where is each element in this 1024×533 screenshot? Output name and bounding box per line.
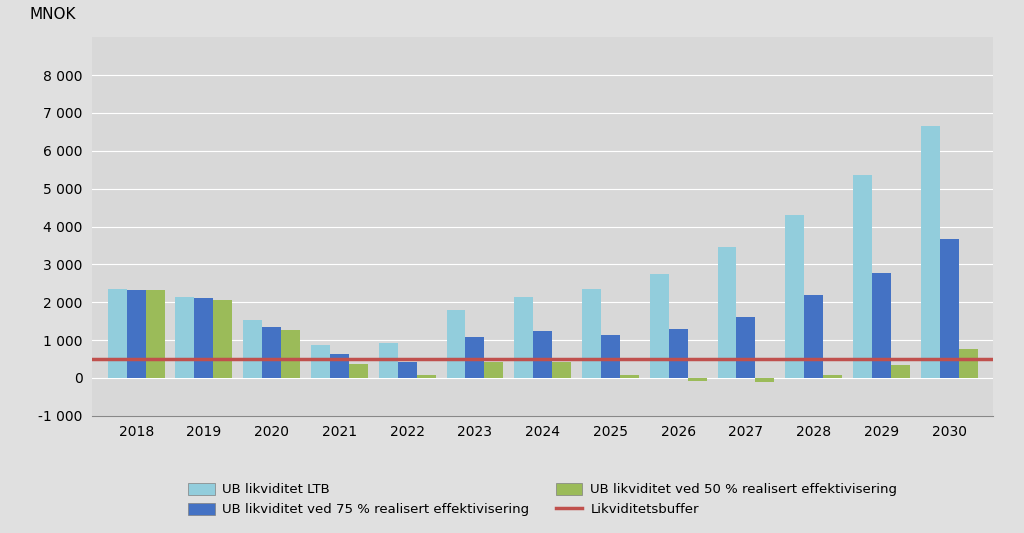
Bar: [213, 300, 232, 378]
Bar: [552, 362, 571, 378]
Bar: [940, 239, 958, 378]
Bar: [601, 335, 620, 378]
Bar: [891, 365, 910, 378]
Bar: [262, 327, 282, 378]
Bar: [669, 329, 688, 378]
Bar: [108, 289, 127, 378]
Bar: [688, 378, 707, 381]
Bar: [514, 296, 534, 378]
Bar: [872, 273, 891, 378]
Bar: [853, 175, 872, 378]
Bar: [921, 126, 940, 378]
Bar: [311, 345, 330, 378]
Bar: [195, 297, 213, 378]
Bar: [620, 375, 639, 378]
Bar: [823, 375, 842, 378]
Text: MNOK: MNOK: [29, 7, 76, 22]
Bar: [379, 343, 397, 378]
Bar: [484, 361, 504, 378]
Bar: [958, 349, 978, 378]
Bar: [397, 361, 417, 378]
Bar: [349, 364, 368, 378]
Bar: [244, 320, 262, 378]
Bar: [756, 378, 774, 382]
Bar: [736, 317, 756, 378]
Bar: [330, 354, 349, 378]
Legend: UB likviditet LTB, UB likviditet ved 75 % realisert effektivisering, UB likvidit: UB likviditet LTB, UB likviditet ved 75 …: [188, 483, 897, 516]
Bar: [417, 375, 435, 378]
Bar: [127, 290, 145, 378]
Bar: [582, 289, 601, 378]
Bar: [175, 296, 195, 378]
Bar: [804, 295, 823, 378]
Bar: [145, 290, 165, 378]
Bar: [785, 215, 804, 378]
Bar: [282, 330, 300, 378]
Bar: [650, 274, 669, 378]
Bar: [446, 310, 466, 378]
Bar: [466, 337, 484, 378]
Bar: [718, 247, 736, 378]
Bar: [534, 332, 552, 378]
